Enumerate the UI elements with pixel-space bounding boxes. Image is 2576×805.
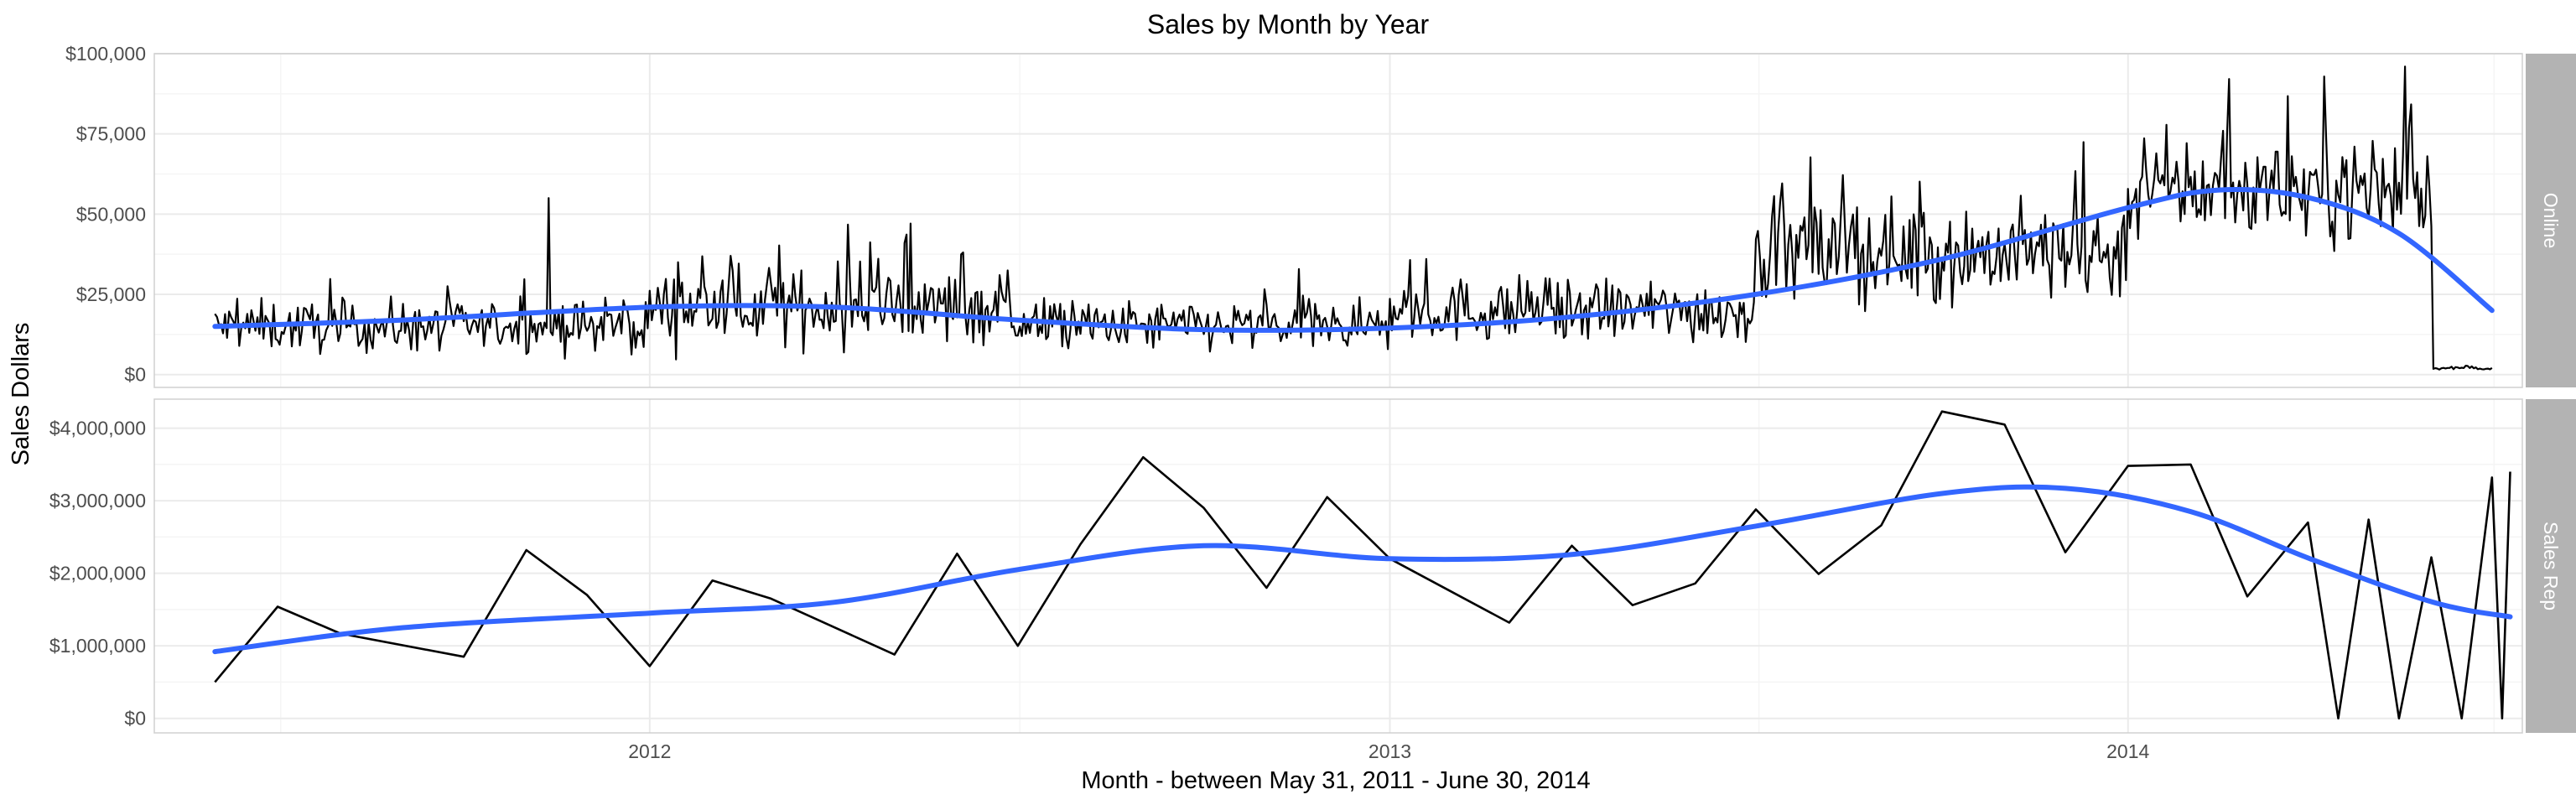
raw-sales-line	[214, 65, 2493, 371]
panel-border	[153, 53, 2523, 388]
x-axis-title: Month - between May 31, 2011 - June 30, …	[1081, 767, 1590, 794]
x-tick-label: 2012	[628, 740, 671, 762]
y-tick-label: $4,000,000	[49, 418, 146, 439]
y-axis-title: Sales Dollars	[8, 323, 34, 466]
y-tick-label: $25,000	[76, 283, 146, 305]
y-tick-label: $0	[124, 364, 146, 386]
panel-background	[154, 54, 2522, 387]
facet-strip-label: Sales Rep	[2540, 522, 2562, 610]
y-tick-label: $100,000	[65, 43, 146, 65]
x-tick-label: 2013	[1368, 740, 1411, 762]
facet-sales-rep: $0 $1,000,000 $2,000,000 $3,000,000 $4,000,0…	[49, 398, 2576, 734]
panel-background	[154, 399, 2522, 733]
smooth-trend-line	[212, 484, 2513, 655]
y-tick-label: $0	[124, 708, 146, 730]
facet-online: $0 $25,000 $50,000 $75,000 $100,000 Online	[65, 43, 2576, 388]
panel-border	[153, 398, 2523, 734]
y-tick-label: $2,000,000	[49, 563, 146, 584]
chart-title: Sales by Month by Year	[1147, 9, 1430, 39]
facet-strip	[2526, 54, 2576, 387]
y-tick-label: $3,000,000	[49, 490, 146, 512]
facets-layer: $0$25,000$50,000$75,000$100,000Online$0$…	[49, 43, 2576, 762]
raw-sales-line	[214, 410, 2511, 719]
y-tick-label: $1,000,000	[49, 635, 146, 657]
smooth-trend-line	[212, 187, 2495, 333]
facet-strip-label: Online	[2540, 193, 2562, 248]
x-tick-label: 2014	[2106, 740, 2149, 762]
y-tick-label: $50,000	[76, 203, 146, 225]
facet-strip	[2526, 399, 2576, 733]
y-tick-label: $75,000	[76, 123, 146, 145]
